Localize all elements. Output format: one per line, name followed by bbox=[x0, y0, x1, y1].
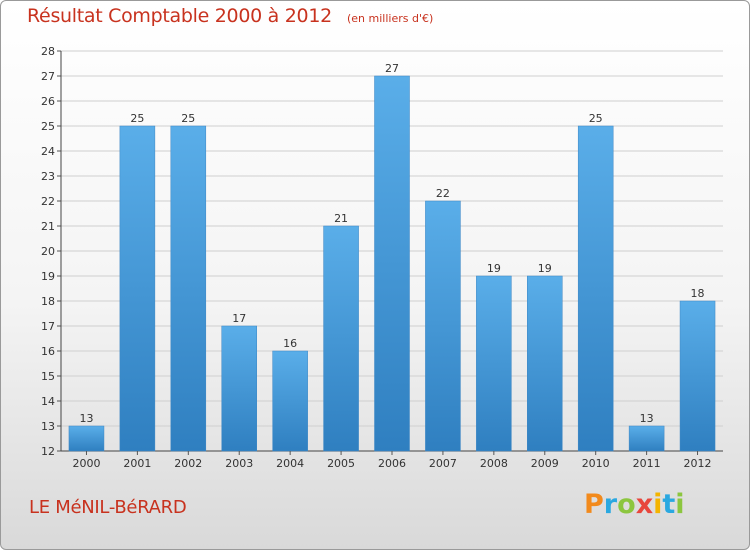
bar-value-label: 19 bbox=[538, 262, 552, 275]
x-tick-label: 2011 bbox=[633, 457, 661, 470]
y-tick-label: 25 bbox=[41, 120, 55, 133]
bar bbox=[577, 125, 614, 452]
y-tick-label: 13 bbox=[41, 420, 55, 433]
bar bbox=[425, 200, 461, 452]
logo-letter: r bbox=[603, 489, 618, 520]
bar bbox=[68, 425, 105, 452]
logo-letter: i bbox=[653, 489, 663, 520]
bar-value-label: 22 bbox=[436, 187, 450, 200]
bar bbox=[119, 125, 156, 452]
y-tick-label: 23 bbox=[41, 170, 55, 183]
x-tick-label: 2007 bbox=[429, 457, 457, 470]
y-tick-label: 22 bbox=[41, 195, 55, 208]
y-tick-label: 24 bbox=[41, 145, 55, 158]
bar bbox=[221, 325, 257, 452]
bar bbox=[374, 75, 410, 452]
x-tick-label: 2003 bbox=[225, 457, 253, 470]
y-tick-label: 19 bbox=[41, 270, 55, 283]
y-tick-label: 18 bbox=[41, 295, 55, 308]
y-tick-label: 20 bbox=[41, 245, 55, 258]
bar bbox=[527, 275, 563, 452]
logo-letter: x bbox=[635, 489, 654, 520]
y-tick-label: 12 bbox=[41, 445, 55, 458]
bar-value-label: 25 bbox=[130, 112, 144, 125]
bar-value-label: 19 bbox=[487, 262, 501, 275]
x-tick-label: 2005 bbox=[327, 457, 355, 470]
x-tick-label: 2001 bbox=[123, 457, 151, 470]
y-tick-label: 16 bbox=[41, 345, 55, 358]
y-tick-label: 21 bbox=[41, 220, 55, 233]
logo-letter: o bbox=[617, 489, 636, 520]
y-tick-label: 17 bbox=[41, 320, 55, 333]
bar-value-label: 25 bbox=[589, 112, 603, 125]
x-tick-label: 2000 bbox=[72, 457, 100, 470]
bar bbox=[272, 350, 308, 452]
bar-value-label: 16 bbox=[283, 337, 297, 350]
bar bbox=[476, 275, 512, 452]
bar-value-label: 25 bbox=[181, 112, 195, 125]
bar bbox=[170, 125, 207, 452]
bar-value-label: 13 bbox=[79, 412, 93, 425]
proxiti-logo: Proxiti bbox=[584, 489, 685, 520]
commune-name: LE MéNIL-BéRARD bbox=[29, 497, 187, 518]
x-tick-label: 2004 bbox=[276, 457, 304, 470]
x-tick-label: 2002 bbox=[174, 457, 202, 470]
x-tick-label: 2006 bbox=[378, 457, 406, 470]
unit-note: (en milliers d'€) bbox=[346, 12, 434, 25]
x-tick-label: 2009 bbox=[531, 457, 559, 470]
logo-letter: t bbox=[662, 489, 676, 520]
chart-title: Résultat Comptable 2000 à 2012 bbox=[27, 5, 332, 27]
logo-letter: P bbox=[584, 489, 604, 520]
y-tick-label: 14 bbox=[41, 395, 55, 408]
bar bbox=[628, 425, 665, 452]
bar-value-label: 18 bbox=[691, 287, 705, 300]
y-tick-label: 15 bbox=[41, 370, 55, 383]
bar-value-label: 17 bbox=[232, 312, 246, 325]
bar bbox=[323, 225, 359, 452]
logo-letter: i bbox=[675, 489, 685, 520]
y-tick-label: 26 bbox=[41, 95, 55, 108]
bar-value-label: 13 bbox=[640, 412, 654, 425]
y-tick-label: 27 bbox=[41, 70, 55, 83]
bar-value-label: 21 bbox=[334, 212, 348, 225]
y-tick-label: 28 bbox=[41, 45, 55, 58]
bar bbox=[679, 300, 716, 452]
x-tick-label: 2012 bbox=[684, 457, 712, 470]
x-tick-label: 2008 bbox=[480, 457, 508, 470]
x-tick-label: 2010 bbox=[582, 457, 610, 470]
title-row: Résultat Comptable 2000 à 2012 (en milli… bbox=[27, 5, 433, 27]
bar-value-label: 27 bbox=[385, 62, 399, 75]
